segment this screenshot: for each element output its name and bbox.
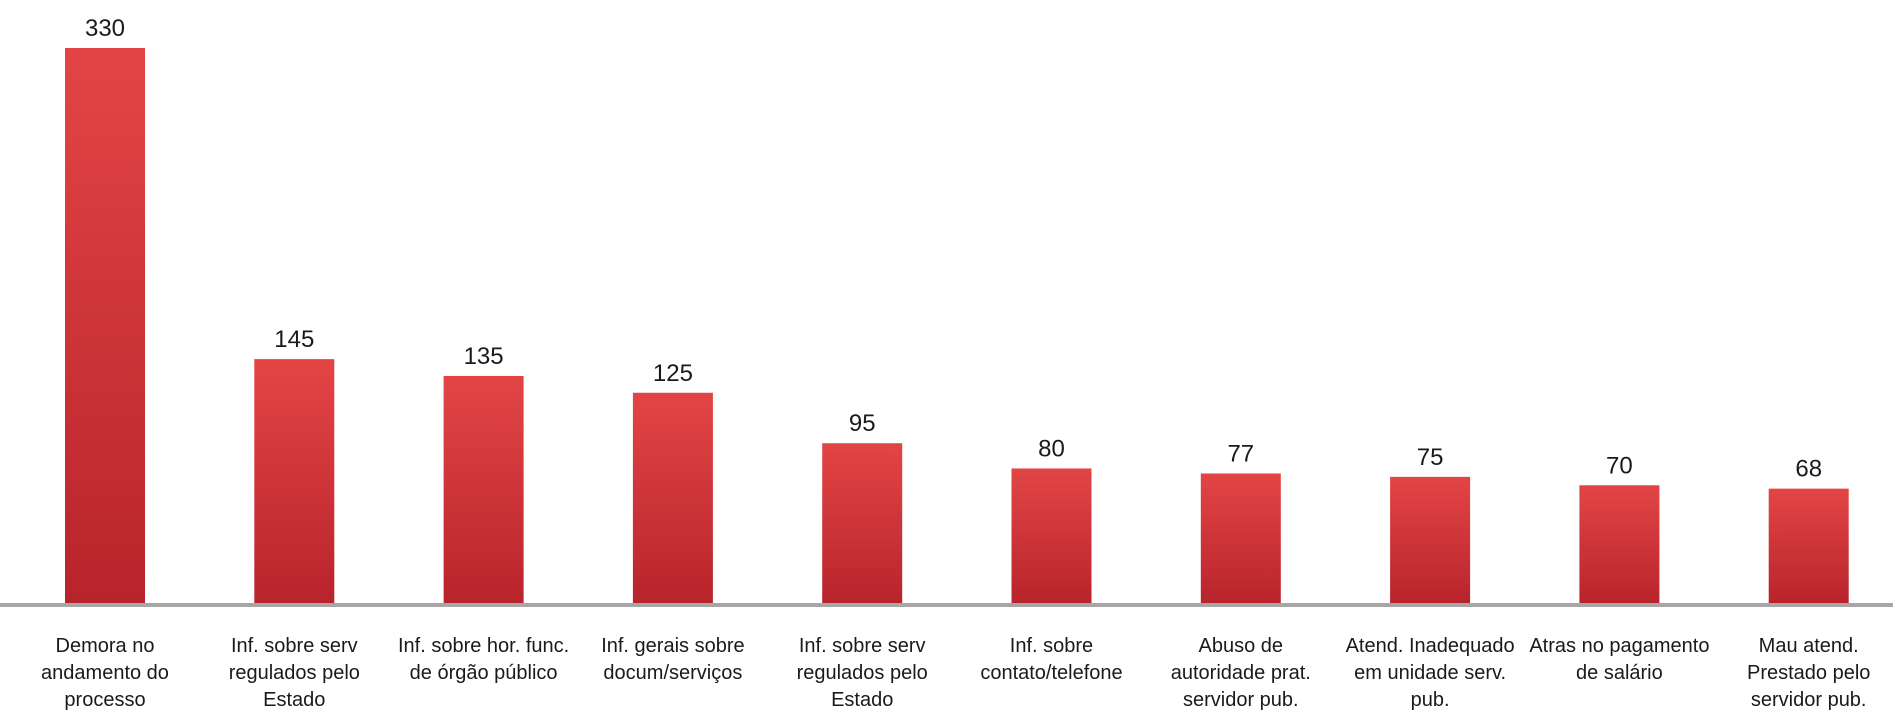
value-label-2: 145	[274, 326, 314, 353]
category-label-line: contato/telefone	[980, 662, 1122, 684]
category-label-line: de órgão público	[410, 662, 558, 684]
category-label-10: Mau atend. Prestado pelo servidor pub.	[1747, 635, 1870, 710]
category-label-8: Atend. Inadequado em unidade serv. pub.	[1346, 635, 1515, 710]
value-label-5: 95	[849, 410, 876, 437]
category-label-line: Estado	[263, 689, 325, 710]
value-label-1: 330	[85, 15, 125, 42]
category-label-line: Mau atend.	[1759, 635, 1859, 657]
bar-1	[65, 48, 145, 603]
category-label-line: Inf. sobre hor. func.	[398, 635, 569, 657]
category-label-line: andamento do	[41, 662, 169, 684]
category-label-line: pub.	[1411, 689, 1450, 710]
category-label-1: Demora no andamento do processo	[41, 635, 169, 710]
value-label-8: 75	[1417, 444, 1444, 471]
category-label-3: Inf. sobre hor. func. de órgão público	[398, 635, 569, 684]
category-label-line: Inf. gerais sobre	[601, 635, 744, 657]
category-label-line: Inf. sobre	[1010, 635, 1093, 657]
value-label-7: 77	[1227, 441, 1254, 468]
category-label-9: Atras no pagamento de salário	[1529, 635, 1709, 684]
bar-5	[822, 443, 903, 603]
bar-8	[1390, 476, 1471, 603]
bar-2	[254, 359, 335, 603]
category-label-line: Atend. Inadequado	[1346, 635, 1515, 657]
category-label-line: servidor pub.	[1751, 689, 1867, 710]
category-label-line: Abuso de	[1199, 635, 1284, 657]
category-label-line: processo	[64, 689, 145, 710]
category-label-line: Inf. sobre serv	[799, 635, 926, 657]
value-label-3: 135	[464, 343, 504, 370]
category-label-6: Inf. sobre contato/telefone	[980, 635, 1122, 684]
category-label-7: Abuso de autoridade prat. servidor pub.	[1171, 635, 1311, 710]
category-label-4: Inf. gerais sobre docum/serviços	[601, 635, 744, 684]
category-label-line: Estado	[831, 689, 893, 710]
value-label-6: 80	[1038, 435, 1065, 462]
category-label-line: regulados pelo	[797, 662, 928, 684]
bar-3	[443, 375, 524, 603]
category-label-line: Demora no	[56, 635, 155, 657]
category-label-2: Inf. sobre serv regulados pelo Estado	[229, 635, 360, 710]
category-label-5: Inf. sobre serv regulados pelo Estado	[797, 635, 928, 710]
value-label-10: 68	[1795, 456, 1822, 483]
bar-10	[1768, 488, 1849, 603]
category-label-line: docum/serviços	[603, 662, 742, 684]
bar-6	[1011, 468, 1092, 603]
bar-9	[1579, 485, 1660, 603]
category-label-line: Prestado pelo	[1747, 662, 1870, 684]
category-label-line: regulados pelo	[229, 662, 360, 684]
category-label-line: Inf. sobre serv	[231, 635, 358, 657]
value-labels-group: 330 145 135 125 95 80 77 75 70 68	[85, 15, 1822, 483]
category-label-line: servidor pub.	[1183, 689, 1299, 710]
category-labels-group: Demora no andamento do processo Inf. sobre …	[41, 635, 1870, 710]
value-label-9: 70	[1606, 452, 1633, 479]
category-label-line: Atras no pagamento	[1529, 635, 1709, 657]
bars-group	[65, 48, 1849, 603]
category-label-line: em unidade serv.	[1354, 662, 1506, 684]
bar-4	[632, 392, 713, 603]
category-label-line: autoridade prat.	[1171, 662, 1311, 684]
value-label-4: 125	[653, 360, 693, 387]
category-label-line: de salário	[1576, 662, 1663, 684]
bar-7	[1200, 473, 1281, 603]
